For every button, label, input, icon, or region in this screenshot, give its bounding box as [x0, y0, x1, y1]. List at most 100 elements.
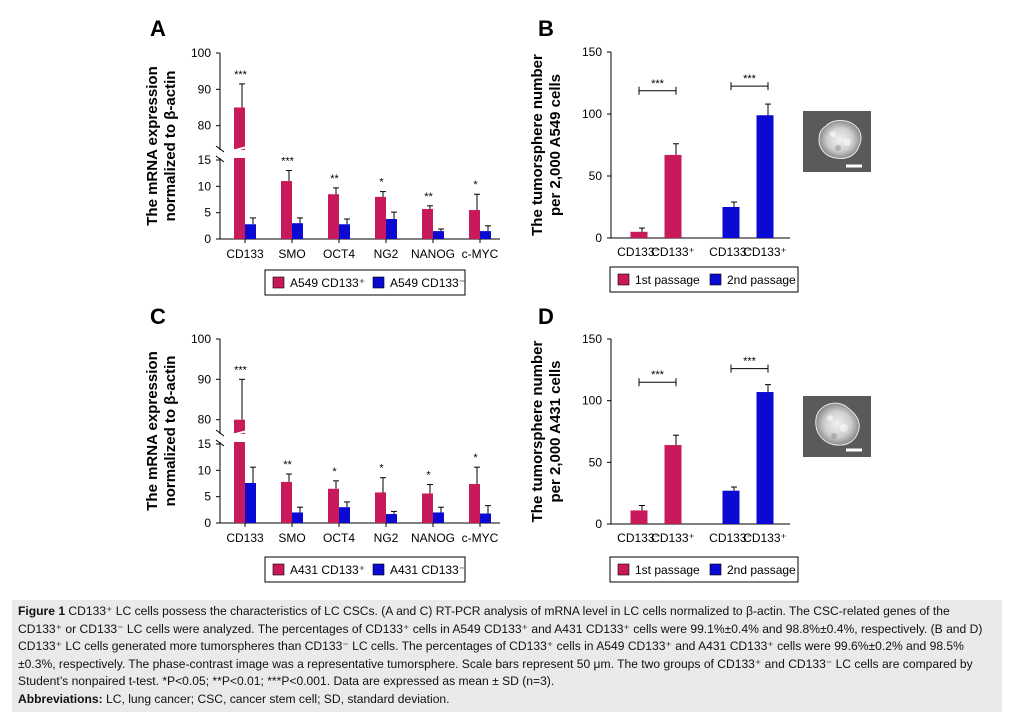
legend-label-B-0: 1st passage — [635, 273, 700, 287]
legend-swatch-C-0 — [272, 563, 285, 576]
y-tick-label-D: 0 — [595, 517, 602, 531]
y-axis-label-C-1: normalized to β-actin — [162, 356, 179, 507]
y-tick-label-C: 90 — [198, 372, 212, 386]
significance-C-2: * — [332, 466, 337, 478]
legend-swatch-A-1 — [372, 276, 385, 289]
y-tick-label-A: 90 — [198, 82, 212, 96]
abbreviations-text: LC, lung cancer; CSC, cancer stem cell; … — [102, 691, 450, 706]
x-tick-label-C-1: SMO — [278, 531, 305, 545]
tumorsphere-image-b — [803, 111, 871, 172]
significance-B-0: *** — [651, 78, 665, 90]
axis-break-mark-C-b — [215, 439, 225, 447]
y-tick-label-D: 150 — [582, 332, 602, 346]
bar-A-0-5 — [469, 210, 480, 239]
bar-C-1-4 — [433, 512, 444, 523]
legend-swatch-A-0 — [272, 276, 285, 289]
legend-label-C-0: A431 CD133⁺ — [290, 563, 365, 577]
axis-break-mark-A-a — [215, 145, 225, 153]
legend-label-D-0: 1st passage — [635, 563, 700, 577]
x-tick-label-B-0: CD133⁻ — [617, 245, 661, 259]
significance-A-0: *** — [234, 69, 248, 81]
y-axis-label-C-0: The mRNA expression — [144, 351, 161, 511]
significance-A-3: * — [379, 177, 384, 189]
bar-B-0-0 — [630, 231, 648, 238]
significance-A-1: *** — [281, 156, 295, 168]
significance-C-4: * — [426, 470, 431, 482]
significance-A-4: ** — [424, 191, 433, 203]
y-tick-label-A: 100 — [191, 46, 211, 60]
bar-A-1-2 — [339, 224, 350, 239]
caption-text: CD133⁺ LC cells possess the characterist… — [18, 604, 983, 689]
y-axis-label-D-1: per 2,000 A431 cells — [547, 360, 564, 502]
significance-C-0: *** — [234, 364, 248, 376]
bar-C-0-5 — [469, 484, 480, 523]
y-tick-label-C: 15 — [198, 437, 212, 451]
bar-A-0-1 — [281, 181, 292, 239]
x-tick-label-B-2: CD133⁻ — [709, 245, 753, 259]
x-tick-label-D-2: CD133⁻ — [709, 531, 753, 545]
y-tick-label-B: 50 — [589, 169, 603, 183]
panel-label-d: D — [538, 304, 554, 329]
bar-C-0-4 — [422, 493, 433, 523]
chart-c: 0 5 10 15 80 90 100 The mRNA expression normaliz… — [144, 332, 500, 583]
x-tick-label-A-2: OCT4 — [323, 247, 355, 261]
y-tick-label-C: 5 — [204, 490, 211, 504]
y-tick-label-B: 150 — [582, 45, 602, 59]
y-tick-label-D: 50 — [589, 455, 603, 469]
legend-label-A-0: A549 CD133⁺ — [290, 276, 365, 290]
legend-label-C-1: A431 CD133⁻ — [390, 563, 465, 577]
bar-A-1-1 — [292, 223, 303, 239]
x-tick-label-B-3: CD133⁺ — [743, 245, 787, 259]
axis-break-mark-A-b — [215, 155, 225, 163]
panel-label-c: C — [150, 304, 166, 329]
bar-A-0-0-lower — [234, 158, 245, 239]
bar-C-1-1 — [292, 512, 303, 523]
chart-b: 0 50 100 150 The tumorsphere number per 2,000… — [529, 45, 799, 293]
y-tick-label-C: 0 — [204, 516, 211, 530]
bar-A-1-3 — [386, 218, 397, 239]
bar-B-1-1 — [756, 115, 774, 238]
x-tick-label-C-0: CD133 — [226, 531, 264, 545]
y-tick-label-A: 15 — [198, 153, 212, 167]
legend-box-C — [264, 556, 466, 583]
y-tick-label-A: 5 — [204, 206, 211, 220]
y-axis-label-B-1: per 2,000 A549 cells — [547, 74, 564, 216]
bar-C-1-5 — [480, 513, 491, 523]
significance-C-3: * — [379, 463, 384, 475]
legend-box-D — [609, 556, 799, 583]
bar-D-1-0 — [722, 490, 740, 524]
significance-D-0: *** — [651, 369, 665, 381]
bar-A-0-2 — [328, 194, 339, 239]
y-tick-label-D: 100 — [582, 394, 602, 408]
legend-label-D-1: 2nd passage — [727, 563, 796, 577]
bar-C-0-0 — [234, 419, 245, 434]
significance-D-1: *** — [743, 356, 757, 368]
bar-B-0-1 — [664, 154, 682, 238]
x-tick-label-D-1: CD133⁺ — [651, 531, 695, 545]
legend-swatch-B-1 — [709, 273, 722, 286]
figure-label: Figure 1 — [18, 604, 66, 618]
bar-A-1-0 — [245, 224, 256, 239]
bar-A-0-4 — [422, 208, 433, 239]
y-tick-label-C: 10 — [198, 463, 212, 477]
x-tick-label-A-5: c-MYC — [462, 247, 499, 261]
y-tick-label-C: 100 — [191, 332, 211, 346]
y-axis-label-A-1: normalized to β-actin — [162, 71, 179, 222]
x-tick-label-C-2: OCT4 — [323, 531, 355, 545]
bar-C-0-1 — [281, 481, 292, 523]
bar-C-1-3 — [386, 514, 397, 523]
y-axis-label-A-0: The mRNA expression — [144, 66, 161, 226]
bar-C-0-2 — [328, 488, 339, 523]
x-tick-label-A-0: CD133 — [226, 247, 264, 261]
bar-B-1-0 — [722, 207, 740, 238]
bar-A-1-4 — [433, 231, 444, 239]
significance-C-1: ** — [283, 459, 292, 471]
legend-label-A-1: A549 CD133⁻ — [390, 276, 465, 290]
tumorsphere-image-d — [803, 396, 871, 457]
chart-a: 0 5 10 15 80 90 100 The mRNA expression normaliz… — [144, 46, 500, 296]
y-axis-label-B-0: The tumorsphere number — [529, 54, 546, 236]
bar-D-0-0 — [630, 510, 648, 524]
abbreviations-label: Abbreviations: — [18, 691, 103, 706]
bar-D-1-1 — [756, 392, 774, 524]
